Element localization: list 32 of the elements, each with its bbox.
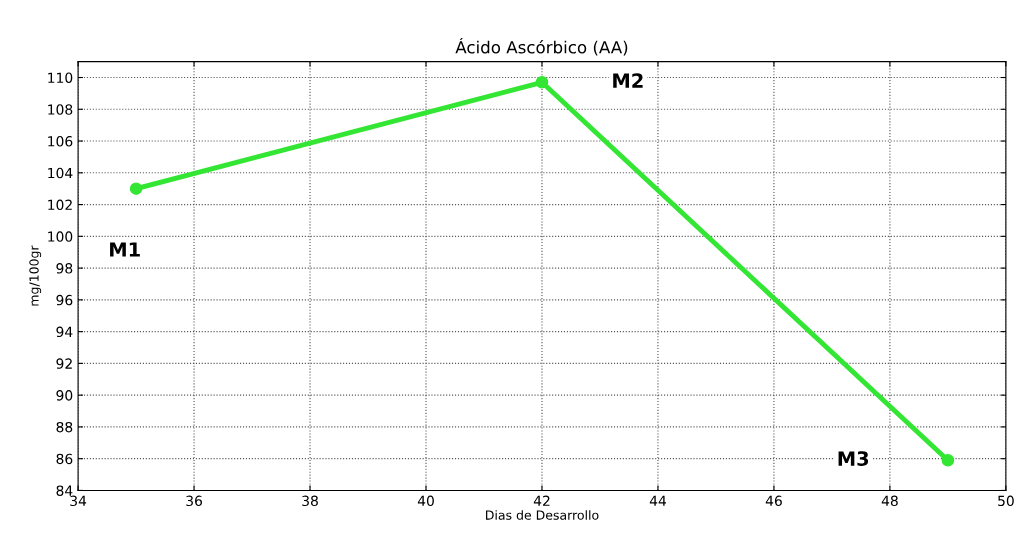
chart-title: Ácido Ascórbico (AA)	[455, 37, 628, 56]
y-tick-label: 86	[56, 453, 73, 465]
y-tick-label: 88	[56, 421, 73, 433]
x-axis-title: Dias de Desarrollo	[486, 510, 599, 520]
annotation: M1	[110, 242, 140, 257]
y-tick-label: 84	[56, 485, 73, 496]
y-tick-label: 90	[56, 390, 73, 401]
y-tick-label: 94	[56, 326, 73, 338]
y-tick-label: 92	[56, 358, 72, 369]
y-tick-label: 104	[48, 167, 73, 179]
y-tick-label: 110	[48, 72, 73, 83]
x-tick-label: 42	[533, 495, 550, 506]
annotation: M2	[613, 73, 643, 88]
y-tick-label: 98	[56, 263, 73, 274]
annotation: M3	[838, 451, 869, 466]
point	[535, 76, 549, 89]
x-tick-label: 40	[417, 495, 434, 507]
x-tick-label: 36	[186, 495, 203, 507]
point	[129, 182, 143, 195]
y-tick-label: 108	[48, 104, 73, 115]
y-axis-title: mg/100gr	[29, 245, 42, 306]
x-tick-label: 44	[649, 495, 667, 506]
y-tick-label: 106	[48, 136, 73, 147]
x-tick-label: 38	[302, 495, 318, 507]
x-tick-label: 34	[70, 495, 87, 507]
y-tick-label: 102	[48, 199, 72, 211]
y-tick-label: 96	[56, 294, 73, 306]
x-tick-label: 50	[998, 495, 1014, 507]
y-tick-label: 100	[48, 231, 73, 242]
x-tick-label: 48	[881, 495, 898, 507]
x-tick-label: 46	[765, 495, 782, 507]
point	[941, 454, 955, 467]
